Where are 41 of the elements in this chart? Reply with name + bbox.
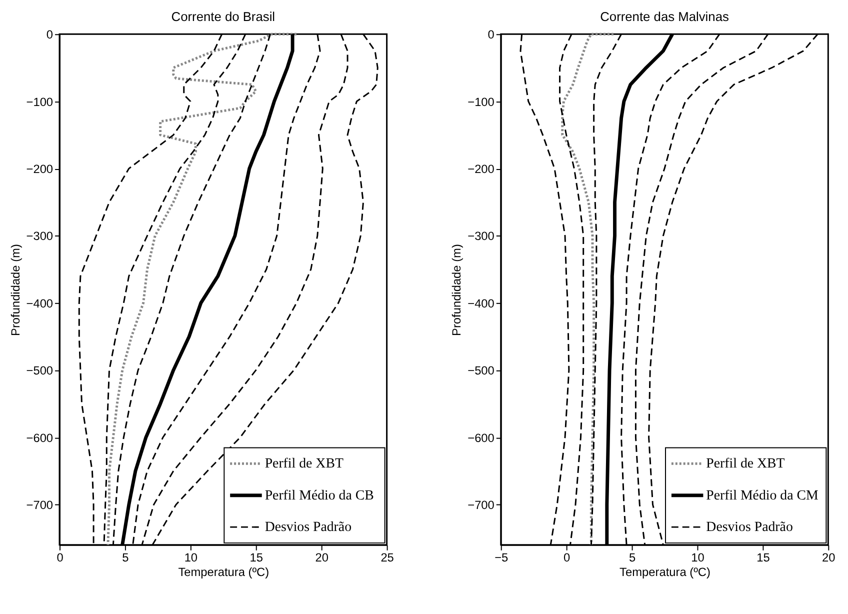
y-tick-label: −100 xyxy=(26,94,54,109)
x-tick-label: 10 xyxy=(184,550,198,564)
x-tick-label: 20 xyxy=(315,550,329,564)
legend-label: Perfil Médio da CM xyxy=(706,488,818,504)
x-tick-label: 25 xyxy=(380,550,394,564)
y-tick-label: −200 xyxy=(468,162,495,176)
y-tick-label: −300 xyxy=(468,229,495,244)
x-tick-label: 20 xyxy=(822,550,836,564)
x-tick-label: 15 xyxy=(756,550,770,564)
y-tick-label: −600 xyxy=(26,430,54,445)
y-tick-label: 0 xyxy=(46,28,54,42)
y-tick-label: −300 xyxy=(26,229,54,244)
legend-label: Perfil Médio da CB xyxy=(264,488,374,504)
legend-label: Perfil de XBT xyxy=(264,456,344,472)
x-tick-label: 0 xyxy=(564,550,571,564)
legend-label: Desvios Padrão xyxy=(706,520,793,536)
x-tick-label: 5 xyxy=(122,550,130,564)
legend-label: Desvios Padrão xyxy=(264,520,352,536)
x-axis-title: Temperatura (ºC) xyxy=(620,565,710,580)
x-tick-label: −5 xyxy=(494,550,509,564)
y-tick-label: −100 xyxy=(468,94,495,109)
y-tick-label: −200 xyxy=(26,162,54,176)
y-tick-label: −400 xyxy=(26,296,54,310)
x-tick-label: 10 xyxy=(691,550,705,564)
x-tick-label: 5 xyxy=(628,550,636,564)
chart-title: Corrente das Malvinas xyxy=(600,9,729,24)
y-tick-label: −600 xyxy=(468,430,495,445)
legend-label: Perfil de XBT xyxy=(706,456,786,472)
chart-title: Corrente do Brasil xyxy=(171,9,276,24)
x-axis-title: Temperatura (ºC) xyxy=(178,565,270,580)
line-series xyxy=(561,32,615,546)
y-axis-title: Profundidade (m) xyxy=(8,244,22,336)
x-tick-label: 0 xyxy=(56,550,64,564)
y-tick-label: −700 xyxy=(468,498,495,512)
y-axis-title: Profundidade (m) xyxy=(450,244,464,336)
y-tick-label: −700 xyxy=(26,498,54,512)
y-tick-label: 0 xyxy=(488,28,495,42)
y-tick-label: −400 xyxy=(468,296,495,310)
y-tick-label: −500 xyxy=(468,364,495,378)
y-tick-label: −500 xyxy=(26,364,54,378)
x-tick-label: 15 xyxy=(250,550,264,564)
